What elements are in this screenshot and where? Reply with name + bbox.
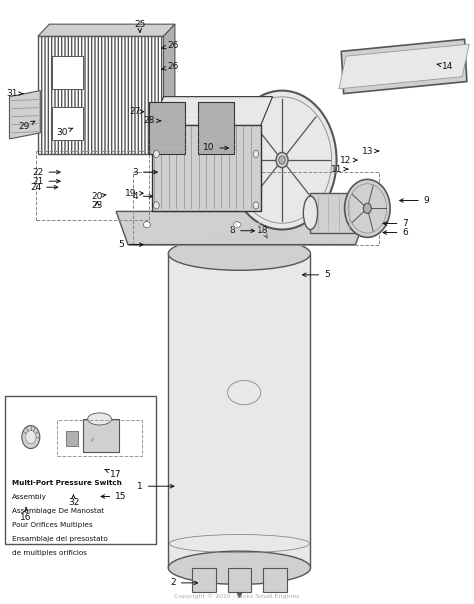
Ellipse shape xyxy=(168,551,310,585)
Ellipse shape xyxy=(364,204,371,213)
Text: P: P xyxy=(91,437,94,443)
Text: 26: 26 xyxy=(162,41,179,50)
Text: 19: 19 xyxy=(125,189,143,198)
Ellipse shape xyxy=(168,237,310,271)
Text: 29: 29 xyxy=(18,121,35,131)
Text: Multi-Port Pressure Switch: Multi-Port Pressure Switch xyxy=(12,480,122,486)
Bar xyxy=(133,172,379,245)
Bar xyxy=(310,193,365,233)
Text: 2: 2 xyxy=(170,579,198,587)
Text: SMALL ENGINES: SMALL ENGINES xyxy=(209,233,284,242)
Text: 4: 4 xyxy=(132,192,153,201)
Text: 14: 14 xyxy=(437,62,454,71)
Bar xyxy=(66,431,78,446)
Bar xyxy=(36,151,149,220)
Text: JACKS: JACKS xyxy=(228,222,265,231)
Bar xyxy=(198,102,234,154)
Text: 18: 18 xyxy=(257,226,269,238)
Text: de multiples orificios: de multiples orificios xyxy=(12,550,87,556)
Ellipse shape xyxy=(228,91,337,230)
Polygon shape xyxy=(38,24,175,36)
Ellipse shape xyxy=(26,431,36,444)
Ellipse shape xyxy=(143,222,151,228)
Text: 21: 21 xyxy=(32,177,60,185)
Text: 1: 1 xyxy=(137,482,174,490)
Text: Copyright © 2016 - Jacks Small Engines: Copyright © 2016 - Jacks Small Engines xyxy=(174,594,300,599)
Bar xyxy=(83,419,118,452)
Bar xyxy=(149,102,185,154)
Text: 20: 20 xyxy=(91,192,106,201)
Text: 26: 26 xyxy=(162,62,179,71)
Ellipse shape xyxy=(253,150,259,158)
Text: 12: 12 xyxy=(340,156,357,164)
Ellipse shape xyxy=(88,413,111,425)
Ellipse shape xyxy=(303,196,318,230)
Text: 27: 27 xyxy=(129,108,144,116)
Bar xyxy=(5,396,156,544)
Polygon shape xyxy=(152,97,273,126)
Text: 30: 30 xyxy=(56,128,73,137)
Polygon shape xyxy=(341,39,467,94)
Ellipse shape xyxy=(345,179,390,237)
Bar xyxy=(152,126,261,211)
Polygon shape xyxy=(164,24,175,154)
Bar xyxy=(52,107,83,140)
Text: 10: 10 xyxy=(203,144,228,152)
Text: 11: 11 xyxy=(331,165,348,173)
Ellipse shape xyxy=(154,150,159,158)
Text: 23: 23 xyxy=(91,201,103,210)
Ellipse shape xyxy=(264,222,271,228)
Ellipse shape xyxy=(154,202,159,209)
Polygon shape xyxy=(9,91,40,139)
Text: 24: 24 xyxy=(30,183,58,191)
Text: Pour Orifices Multiples: Pour Orifices Multiples xyxy=(12,522,92,528)
Ellipse shape xyxy=(22,426,40,449)
Text: Assembly: Assembly xyxy=(12,494,47,500)
Text: 16: 16 xyxy=(20,507,32,522)
Text: 15: 15 xyxy=(101,492,127,501)
Text: 28: 28 xyxy=(144,117,161,125)
Text: 6: 6 xyxy=(383,228,408,237)
Bar xyxy=(228,568,251,592)
Text: Assemblage De Manostat: Assemblage De Manostat xyxy=(12,508,104,514)
Bar xyxy=(192,568,216,592)
Text: Ensamblaje del presostato: Ensamblaje del presostato xyxy=(12,536,108,542)
Text: 32: 32 xyxy=(68,495,79,507)
Bar xyxy=(168,254,310,568)
Bar xyxy=(52,56,83,89)
Text: 8: 8 xyxy=(229,226,255,235)
Text: 31: 31 xyxy=(6,89,23,98)
Bar xyxy=(38,36,164,154)
Text: 25: 25 xyxy=(134,20,146,32)
Text: 17: 17 xyxy=(105,469,122,478)
Text: 3: 3 xyxy=(132,168,157,176)
Text: 5: 5 xyxy=(302,271,330,279)
Ellipse shape xyxy=(233,222,240,228)
Text: 22: 22 xyxy=(32,168,60,176)
Text: 13: 13 xyxy=(362,147,379,155)
Ellipse shape xyxy=(253,202,259,209)
Polygon shape xyxy=(339,44,469,89)
Ellipse shape xyxy=(333,222,340,228)
Ellipse shape xyxy=(276,152,288,168)
Ellipse shape xyxy=(279,156,285,164)
Text: 9: 9 xyxy=(400,196,429,205)
Bar xyxy=(57,420,142,457)
Text: 7: 7 xyxy=(383,219,408,228)
Polygon shape xyxy=(116,211,367,245)
Text: 5: 5 xyxy=(118,240,143,249)
Bar xyxy=(263,568,287,592)
